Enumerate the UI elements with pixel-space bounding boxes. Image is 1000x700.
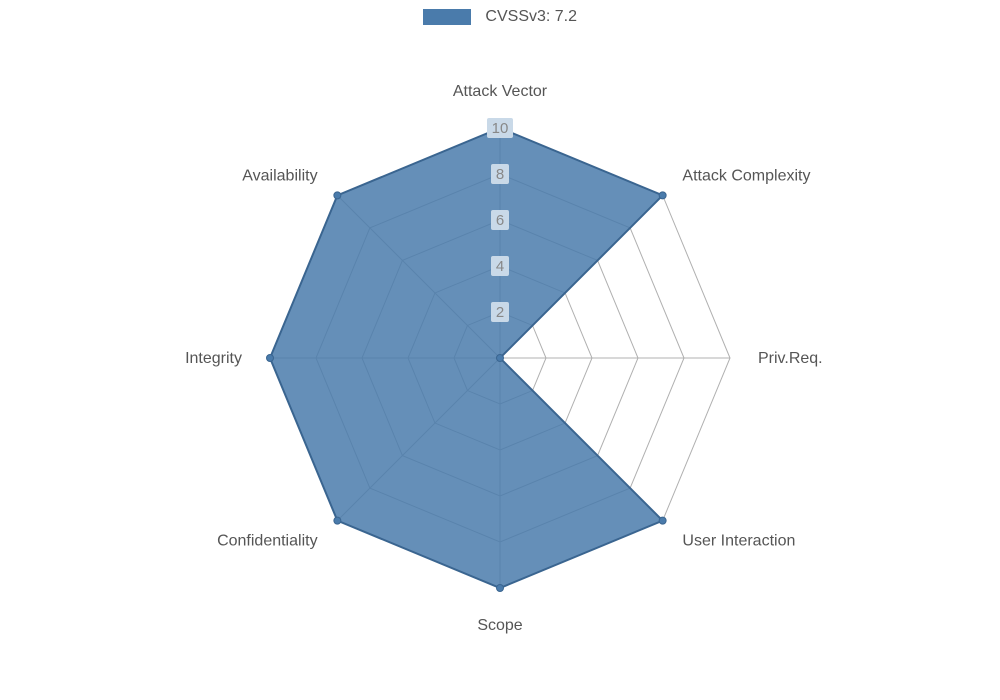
data-point (659, 192, 666, 199)
axis-label: Attack Complexity (682, 168, 810, 185)
radar-chart-svg: 2 4 6 8 10 Attack Vector Attack Complexity Priv… (0, 0, 1000, 700)
axis-label: Confidentiality (217, 532, 318, 549)
data-point (497, 355, 504, 362)
tick-label: 4 (496, 258, 504, 275)
axis-label: Integrity (185, 350, 242, 367)
axis-label: Scope (477, 617, 522, 634)
axis-label: Priv.Req. (758, 350, 823, 367)
tick-label: 8 (496, 166, 504, 183)
data-point (334, 192, 341, 199)
data-point (497, 585, 504, 592)
tick-label: 10 (492, 120, 509, 137)
data-point (334, 517, 341, 524)
data-point (659, 517, 666, 524)
radar-chart-container: CVSSv3: 7.2 246810Attack VectorAttack Co… (0, 0, 1000, 700)
axis-label: Availability (242, 168, 317, 185)
tick-label: 6 (496, 212, 504, 229)
axis-label: Attack Vector (453, 83, 548, 100)
tick-label: 2 (496, 304, 504, 321)
data-point (267, 355, 274, 362)
axis-label: User Interaction (682, 532, 795, 549)
